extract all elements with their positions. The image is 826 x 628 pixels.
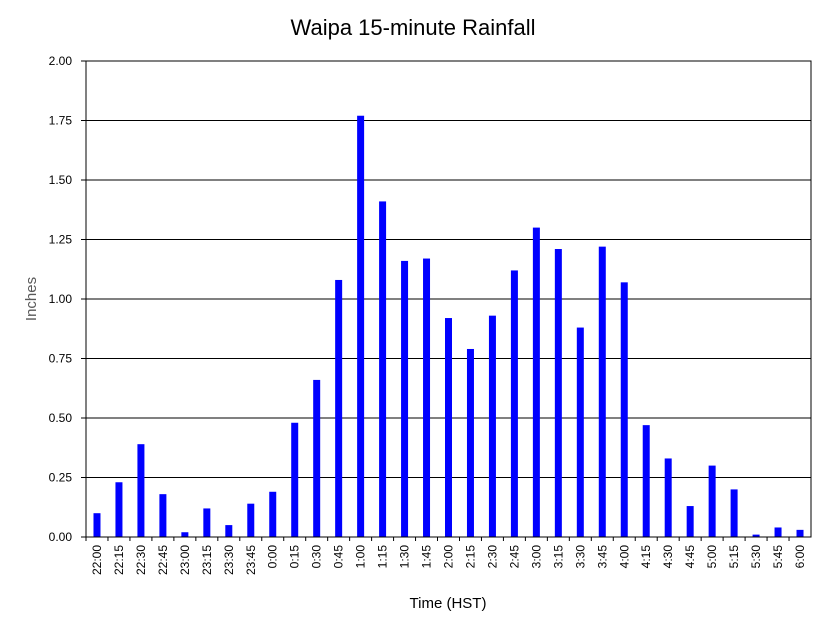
bar-415 [642, 425, 650, 537]
x-axis-title: Time (HST) [410, 595, 487, 612]
bar-2200 [93, 513, 101, 537]
x-tick-label: 22:45 [156, 545, 170, 575]
x-tick-label: 6:00 [793, 545, 807, 569]
x-tick-label: 0:45 [332, 545, 346, 569]
x-tick-label: 2:15 [463, 545, 477, 569]
bar-2215 [115, 482, 123, 537]
x-tick-label: 1:45 [420, 545, 434, 569]
bar-2245 [159, 494, 167, 537]
bar-215 [466, 348, 474, 537]
x-tick-label: 4:15 [639, 545, 653, 569]
x-tick-label: 23:45 [244, 545, 258, 575]
x-tick-label: 1:00 [354, 545, 368, 569]
bar-2315 [203, 508, 211, 537]
bar-series [93, 115, 804, 538]
y-tick-label: 2.00 [49, 54, 73, 68]
y-tick-label: 1.25 [49, 233, 73, 247]
plot-frame [85, 60, 812, 538]
bar-400 [620, 282, 628, 537]
bar-530 [752, 534, 760, 537]
bar-315 [554, 249, 562, 537]
bar-330 [576, 327, 584, 537]
y-tick-label: 0.75 [49, 352, 73, 366]
bar-2230 [137, 444, 145, 537]
x-tick-label: 5:45 [771, 545, 785, 569]
bar-445 [686, 506, 694, 537]
x-tick-label: 5:30 [749, 545, 763, 569]
y-tick-label: 0.50 [49, 411, 73, 425]
x-tick-labels: 22:00 22:15 22:30 22:45 23:00 23:15 23:30 23:45… [85, 537, 807, 575]
bar-500 [708, 465, 716, 537]
x-tick-label: 22:30 [134, 545, 148, 575]
bar-2300 [181, 532, 189, 537]
x-tick-label: 0:30 [310, 545, 324, 569]
bar-100 [357, 115, 365, 538]
bar-230 [488, 315, 496, 537]
x-tick-label: 23:30 [222, 545, 236, 575]
x-tick-label: 1:15 [376, 545, 390, 569]
bar-600 [796, 529, 804, 537]
x-tick-label: 3:30 [573, 545, 587, 569]
bar-2330 [225, 525, 233, 537]
y-tick-label: 1.50 [49, 173, 73, 187]
bar-345 [598, 246, 606, 537]
y-tick-label: 0.00 [49, 530, 73, 544]
x-tick-label: 2:30 [485, 545, 499, 569]
x-tick-label: 3:00 [529, 545, 543, 569]
x-tick-label: 0:00 [266, 545, 280, 569]
bar-2345 [247, 503, 255, 537]
x-tick-label: 23:15 [200, 545, 214, 575]
bar-200 [445, 318, 452, 537]
bar-545 [774, 527, 782, 537]
x-tick-label: 0:15 [288, 545, 302, 569]
x-tick-label: 5:00 [705, 545, 719, 569]
y-tick-label: 1.75 [49, 114, 73, 128]
bar-300 [532, 227, 540, 537]
x-tick-label: 23:00 [178, 545, 192, 575]
bar-430 [664, 458, 672, 537]
bar-145 [423, 258, 431, 537]
y-axis-title: Inches [23, 277, 40, 321]
bar-045 [335, 279, 343, 537]
y-tick-label: 1.00 [49, 292, 73, 306]
y-tick-labels: 0.00 0.25 0.50 0.75 1.00 1.25 1.50 1.75 2.00 [49, 54, 73, 544]
bar-015 [291, 422, 299, 537]
x-tick-label: 3:45 [595, 545, 609, 569]
x-tick-label: 1:30 [398, 545, 412, 569]
bar-245 [510, 270, 518, 537]
bar-030 [313, 379, 321, 537]
bar-515 [730, 489, 738, 537]
x-tick-label: 22:15 [112, 545, 126, 575]
x-tick-label: 2:00 [442, 545, 456, 569]
y-tick-label: 0.25 [49, 471, 73, 485]
x-tick-label: 4:30 [661, 545, 675, 569]
x-tick-label: 5:15 [727, 545, 741, 569]
x-tick-label: 22:00 [90, 545, 104, 575]
chart-title: Waipa 15-minute Rainfall [291, 15, 536, 40]
x-tick-label: 4:00 [617, 545, 631, 569]
bar-130 [401, 260, 409, 537]
x-tick-label: 2:45 [507, 545, 521, 569]
x-tick-label: 3:15 [551, 545, 565, 569]
bar-000 [269, 491, 277, 537]
x-tick-label: 4:45 [683, 545, 697, 569]
bar-115 [379, 201, 387, 538]
